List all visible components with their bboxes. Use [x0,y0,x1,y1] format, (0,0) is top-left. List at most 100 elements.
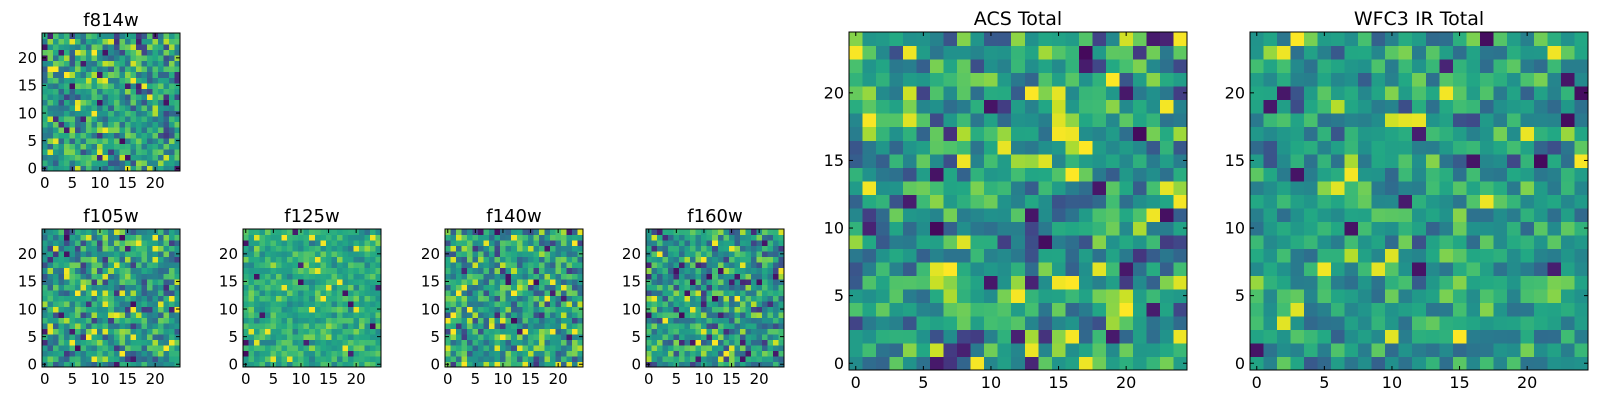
heatmap-cell [1092,329,1107,344]
heatmap-cell [1331,288,1346,303]
heatmap-cell [287,295,294,302]
heatmap-cell [1051,261,1066,276]
heatmap-cell [970,329,985,344]
heatmap-cell [516,256,523,263]
heatmap-cell [1506,221,1521,236]
heatmap-cell [1065,221,1080,236]
heatmap-cell [80,322,87,329]
x-tick-label: 20 [347,370,366,388]
heatmap-cell [102,333,109,340]
heatmap-cell [560,251,568,258]
heatmap-cell [86,82,93,89]
heatmap-cell [1146,302,1161,317]
heatmap-cell [555,245,562,252]
heatmap-cell [734,245,741,252]
heatmap-cell [478,284,485,291]
heatmap-cell [849,194,864,209]
heatmap-cell [1560,180,1576,195]
heatmap-cell [135,333,142,340]
heatmap-cell [58,143,65,150]
heatmap-cell [1479,302,1494,317]
heatmap-cell [86,245,93,252]
heatmap-cell [555,251,562,258]
heatmap-cell [80,278,87,285]
heatmap-cell [668,245,675,252]
heatmap-cell [1263,45,1278,60]
heatmap-cell [64,154,71,161]
y-tick-label: 15 [1225,151,1245,170]
heatmap-cell [734,284,741,291]
heatmap-cell [1371,180,1386,195]
heatmap-cell [152,88,159,95]
heatmap-cell [739,300,746,307]
heatmap-cell [124,284,131,291]
heatmap-cell [1159,207,1175,222]
heatmap-cell [298,245,305,252]
heatmap-cell [494,361,501,368]
heatmap-cell [1263,153,1278,168]
heatmap-cell [889,167,904,182]
heatmap-cell [549,350,556,357]
heatmap-cell [303,328,310,335]
heatmap-cell [124,317,131,324]
heatmap-cell [456,344,463,352]
heatmap-cell [538,295,545,302]
heatmap-cell [679,273,686,280]
heatmap-cell [651,273,658,280]
y-tick-label: 15 [18,273,37,291]
heatmap-cell [157,245,165,252]
heatmap-cell [163,361,170,368]
heatmap-cell [1493,302,1508,317]
heatmap-cell [1466,99,1481,114]
heatmap-cell [303,234,310,241]
heatmap-cell [157,344,165,352]
heatmap-cell [522,344,529,352]
x-tick-label: 15 [722,370,741,388]
heatmap-cell [91,60,98,67]
heatmap-cell [157,38,165,45]
heatmap-cell [1159,140,1175,155]
heatmap-cell [478,295,485,302]
heatmap-cell [58,110,65,117]
heatmap-cell [86,137,93,144]
heatmap-cell [336,267,343,274]
heatmap-cell [849,221,864,236]
heatmap-cell [750,295,757,302]
heatmap-cell [1385,194,1400,209]
heatmap-cell [130,300,137,307]
heatmap-cell [1173,275,1188,290]
heatmap-cell [566,273,573,280]
heatmap-cell [42,295,49,302]
heatmap-cell [168,159,176,167]
heatmap-cell [243,273,250,280]
heatmap-cell [53,278,60,285]
heatmap-cell [472,300,479,307]
heatmap-cell [662,333,669,340]
heatmap-cell [69,60,76,67]
heatmap-cell [1371,248,1386,263]
heatmap-cell [146,317,153,324]
heatmap-cell [130,33,137,40]
heatmap-cell [1506,99,1521,114]
heatmap-cell [723,278,730,285]
heatmap-cell [1493,356,1508,371]
heatmap-cell [505,273,512,280]
heatmap-cell [58,33,65,40]
heatmap-cell [706,289,713,296]
heatmap-cell [303,240,310,247]
heatmap-cell [1146,356,1161,371]
heatmap-cell [1146,86,1161,101]
heatmap-cell [538,284,545,291]
heatmap-cell [141,311,148,318]
heatmap-cell [113,344,120,352]
heatmap-cell [75,295,82,302]
heatmap-cell [1466,248,1481,263]
heatmap-cell [668,234,675,241]
heatmap-cell [489,273,496,280]
heatmap-cell [58,350,65,357]
heatmap-cell [168,317,176,324]
heatmap-cell [734,289,741,296]
heatmap-cell [53,77,60,84]
heatmap-cell [369,300,377,307]
heatmap-cell [358,245,366,252]
